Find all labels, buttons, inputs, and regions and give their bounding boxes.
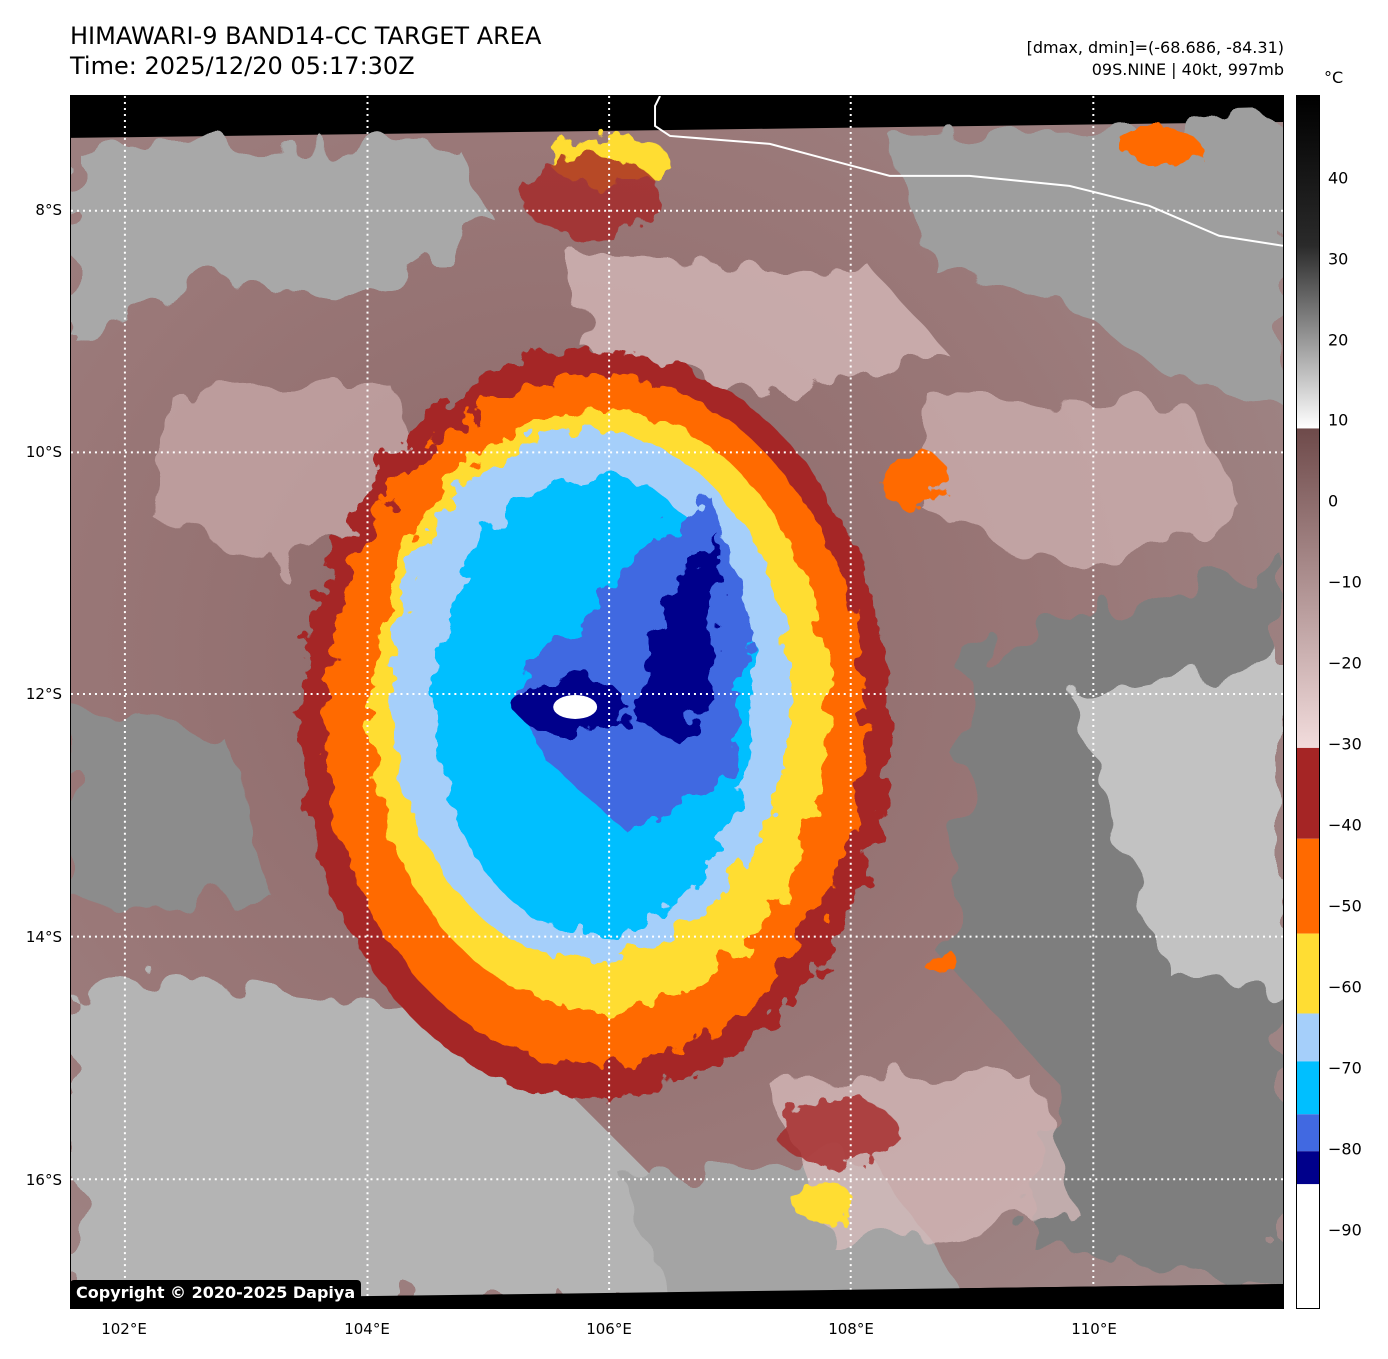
colorbar-unit: °C — [1324, 68, 1344, 87]
lon-label-104e: 104°E — [344, 1320, 390, 1338]
coastline-java — [654, 96, 1283, 247]
colorbar-tick-20: 20 — [1328, 330, 1349, 350]
copyright-label: Copyright © 2020-2025 Dapiya — [70, 1280, 362, 1305]
lat-label-8s: 8°S — [35, 201, 62, 219]
colorbar-tick-minus40: −40 — [1328, 815, 1362, 835]
title-line-2: Time: 2025/12/20 05:17:30Z — [70, 52, 415, 80]
dmax-dmin-info: [dmax, dmin]=(-68.686, -84.31) — [1026, 38, 1284, 57]
colorbar-tick-0: 0 — [1328, 491, 1339, 511]
lat-label-14s: 14°S — [25, 928, 62, 946]
title-line-1: HIMAWARI-9 BAND14-CC TARGET AREA — [70, 22, 542, 50]
colorbar-tick-minus10: −10 — [1328, 572, 1362, 592]
colorbar-tick-minus70: −70 — [1328, 1058, 1362, 1078]
colorbar-tick-minus20: −20 — [1328, 653, 1362, 673]
satellite-imagery — [71, 96, 1283, 1308]
storm-info: 09S.NINE | 40kt, 997mb — [1091, 60, 1284, 79]
lat-label-12s: 12°S — [25, 685, 62, 703]
convective-core — [300, 350, 890, 1100]
colorbar-tick-minus30: −30 — [1328, 734, 1362, 754]
lon-label-106e: 106°E — [586, 1320, 632, 1338]
colorbar-tick-minus60: −60 — [1328, 977, 1362, 997]
lat-label-16s: 16°S — [25, 1171, 62, 1189]
satellite-map — [70, 95, 1284, 1309]
colorbar — [1296, 95, 1320, 1309]
gridlines — [71, 96, 1283, 1308]
colorbar-tick-minus90: −90 — [1328, 1220, 1362, 1240]
colorbar-tick-10: 10 — [1328, 410, 1349, 430]
coldest-pixel-region — [553, 695, 598, 719]
colorbar-tick-minus80: −80 — [1328, 1139, 1362, 1159]
clear-sky-regions — [71, 123, 1283, 1301]
colorbar-tick-30: 30 — [1328, 249, 1349, 269]
colorbar-tick-minus50: −50 — [1328, 896, 1362, 916]
colorbar-tick-40: 40 — [1328, 168, 1349, 188]
lon-label-108e: 108°E — [828, 1320, 874, 1338]
lat-label-10s: 10°S — [25, 443, 62, 461]
scattered-convection — [520, 127, 1200, 1227]
lon-label-102e: 102°E — [101, 1320, 147, 1338]
lon-label-110e: 110°E — [1071, 1320, 1117, 1338]
